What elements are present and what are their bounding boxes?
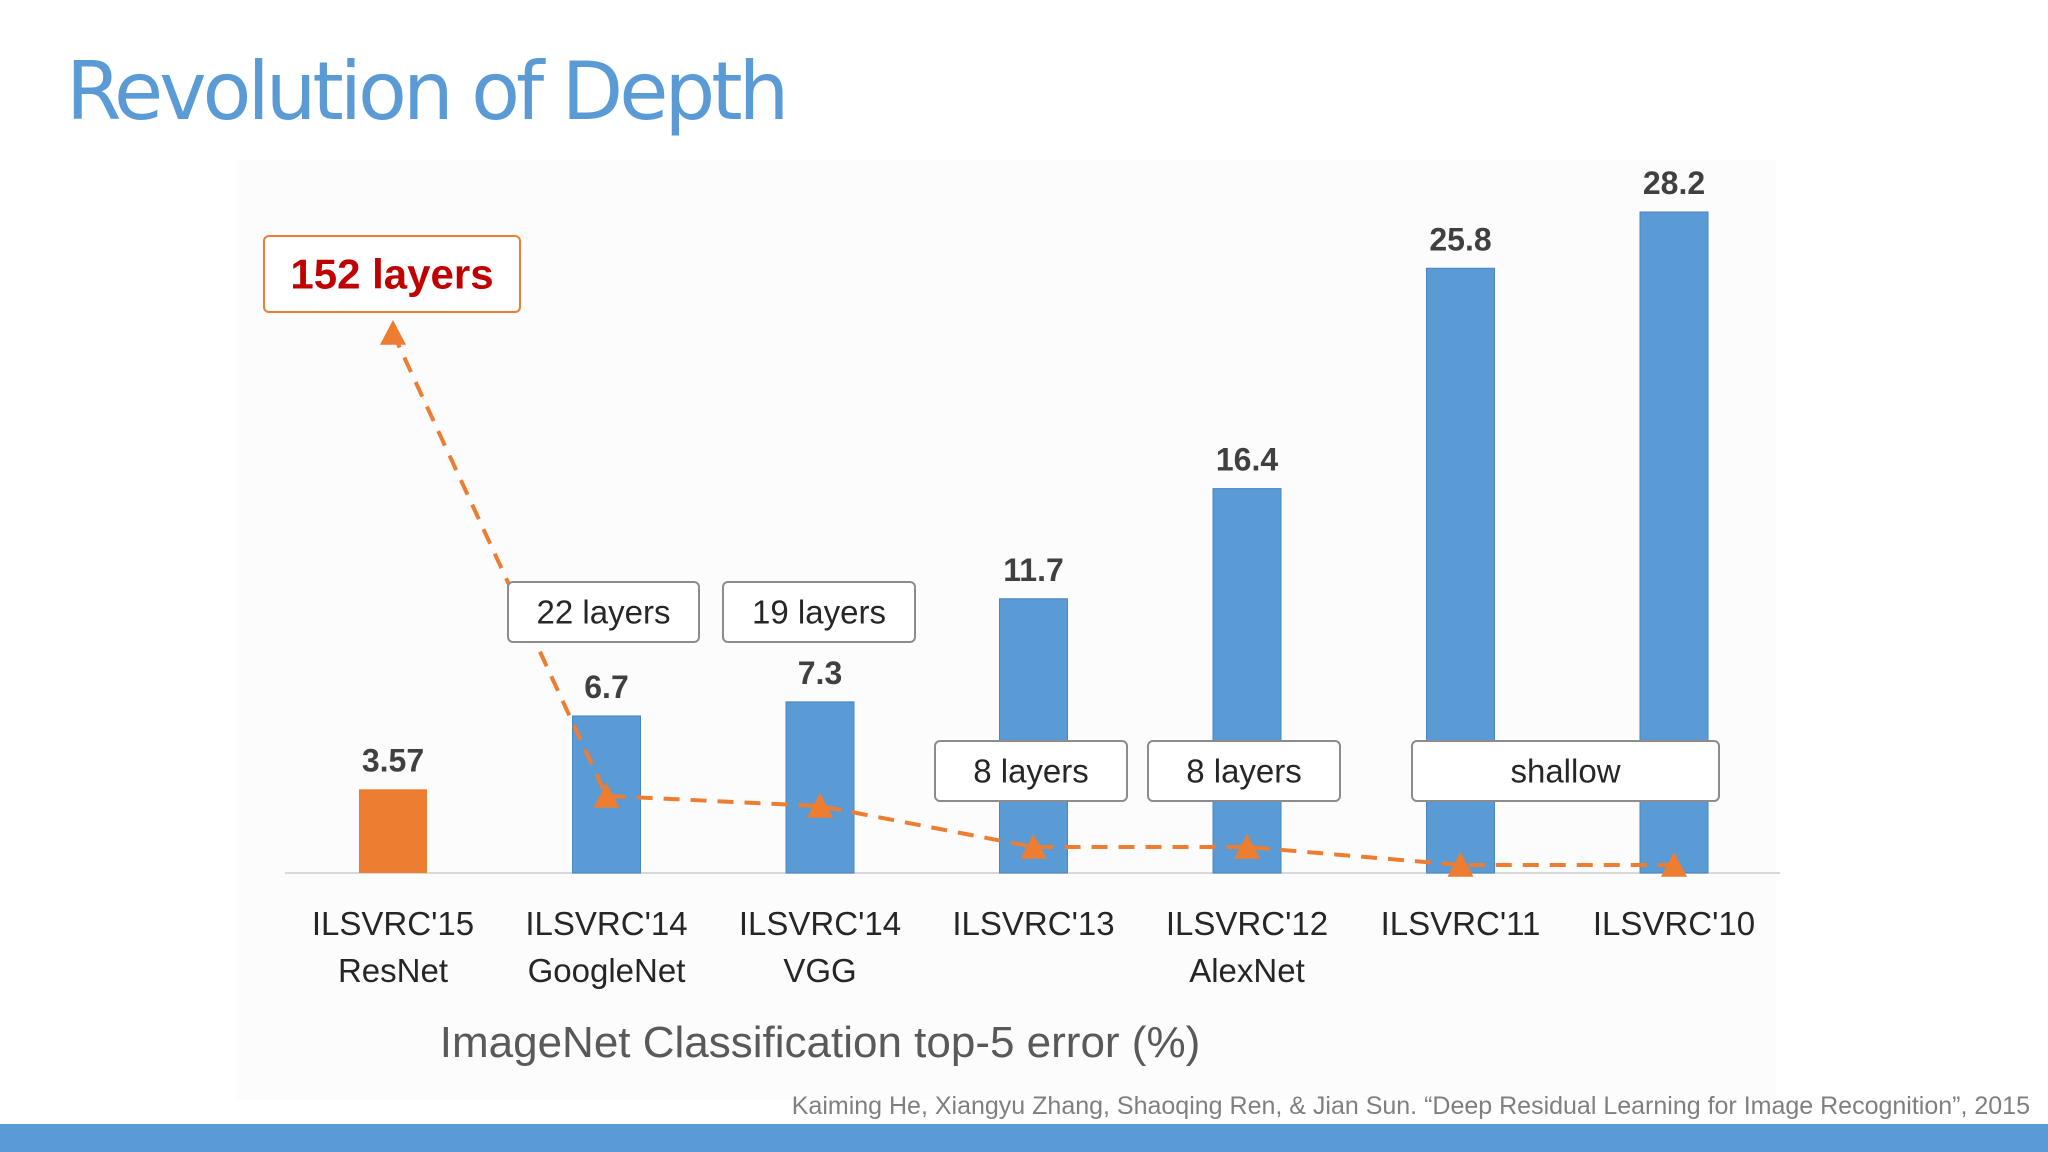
bar-value-label: 28.2 — [1643, 165, 1705, 201]
citation: Kaiming He, Xiangyu Zhang, Shaoqing Ren,… — [791, 1092, 2030, 1120]
depth-marker — [1234, 834, 1260, 859]
x-tick-label: ILSVRC'11 — [1381, 905, 1541, 942]
depth-marker — [807, 793, 833, 818]
bar-value-label: 11.7 — [1003, 552, 1064, 588]
annotation-label: 19 layers — [752, 594, 886, 631]
annotation-label: 8 layers — [1186, 753, 1302, 790]
annotation-box — [1411, 740, 1720, 802]
bar — [359, 789, 427, 873]
bar-value-label: 3.57 — [362, 742, 424, 778]
bar — [1212, 488, 1282, 874]
x-tick-label: ILSVRC'12 — [1166, 905, 1328, 942]
x-tick-label: ILSVRC'15 — [312, 905, 474, 942]
annotation-box — [722, 581, 916, 643]
annotation-label: shallow — [1510, 753, 1620, 790]
x-tick-label: GoogleNet — [528, 952, 686, 989]
bar-value-label: 7.3 — [798, 655, 842, 691]
x-tick-label: ResNet — [338, 952, 448, 989]
x-tick-label: ILSVRC'14 — [739, 905, 901, 942]
bar — [999, 598, 1068, 874]
x-tick-label: ILSVRC'10 — [1593, 905, 1755, 942]
x-tick-label: ILSVRC'14 — [525, 905, 687, 942]
x-tick-label: VGG — [783, 952, 856, 989]
x-tick-label: AlexNet — [1189, 952, 1305, 989]
annotation-label: 8 layers — [973, 753, 1089, 790]
annotation-label: 152 layers — [290, 251, 493, 298]
bottom-accent-bar — [0, 1124, 2048, 1152]
annotation-label: 22 layers — [537, 594, 671, 631]
annotation-box — [507, 581, 700, 643]
annotation-box — [263, 235, 521, 313]
bar-value-label: 6.7 — [584, 669, 628, 705]
annotation-box — [1147, 740, 1341, 802]
depth-marker — [1661, 852, 1687, 877]
depth-marker — [593, 783, 620, 808]
slide-title: Revolution of Depth — [66, 45, 789, 138]
bar-value-label: 16.4 — [1216, 442, 1278, 478]
annotation-box — [934, 740, 1128, 802]
depth-marker — [1020, 834, 1047, 859]
bar-value-label: 25.8 — [1429, 221, 1491, 257]
x-axis-title: ImageNet Classification top-5 error (%) — [439, 1018, 1201, 1067]
depth-marker — [380, 320, 406, 345]
bar — [785, 701, 855, 874]
depth-marker — [1447, 852, 1474, 877]
x-tick-label: ILSVRC'13 — [952, 905, 1114, 942]
